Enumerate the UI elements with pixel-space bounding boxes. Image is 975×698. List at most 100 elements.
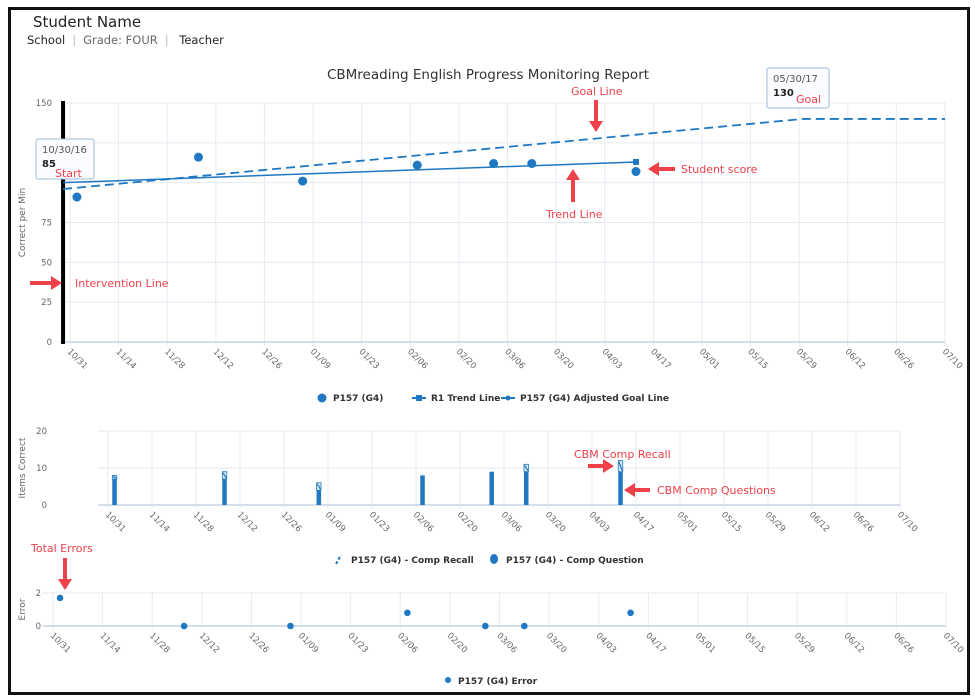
error-point [404, 609, 411, 617]
annotation-comp-questions: CBM Comp Questions [657, 484, 776, 497]
legend-recall-icon [335, 554, 342, 565]
x-tick-label: 01/09 [296, 631, 320, 655]
annotation-trend-line: Trend Line [545, 208, 603, 221]
x-tick-label: 02/20 [455, 510, 479, 534]
legend-score-icon [317, 393, 327, 403]
score-point [72, 192, 82, 202]
y-axis-label: Correct per Min [18, 188, 28, 258]
y-axis-label: Items Correct [18, 437, 28, 498]
x-tick-label: 03/06 [499, 510, 523, 534]
tooltip-box [766, 67, 830, 109]
arrow-head-icon [58, 579, 72, 590]
arrow-head-icon [589, 121, 603, 132]
arrow-head-icon [624, 483, 635, 497]
recall-hatch [618, 461, 623, 471]
x-tick-label: 05/15 [745, 347, 769, 371]
goal-line [62, 118, 945, 190]
x-tick-label: 11/28 [162, 347, 186, 371]
score-point [412, 160, 422, 170]
legend-goal: P157 (G4) Adjusted Goal Line [520, 394, 669, 404]
x-tick-label: 12/26 [279, 510, 303, 534]
report-frame [8, 7, 970, 695]
x-tick-label: 01/09 [323, 510, 347, 534]
chart-title: CBMreading English Progress Monitoring R… [327, 67, 649, 83]
y-axis-label: Error [18, 598, 28, 620]
trend-end-marker [632, 158, 639, 165]
recall-hatch [222, 472, 227, 479]
comp-question-bar [420, 475, 425, 505]
error-point [482, 622, 489, 630]
legend-trend-marker [416, 395, 422, 401]
x-tick-label: 07/10 [895, 510, 919, 534]
x-tick-label: 01/09 [308, 347, 332, 371]
legend-goal-marker [505, 395, 511, 401]
trend-line [63, 161, 636, 184]
legend-score: P157 (G4) [333, 394, 383, 404]
annotation-total-errors: Total Errors [30, 542, 93, 555]
error-point [56, 594, 64, 602]
x-tick-label: 06/26 [891, 631, 915, 655]
x-tick-label: 06/26 [891, 347, 915, 371]
y-tick-label: 0 [42, 501, 47, 511]
annotation-intervention-line: Intervention Line [75, 277, 169, 290]
x-tick-label: 12/26 [259, 347, 283, 371]
x-tick-label: 01/23 [357, 347, 381, 371]
x-tick-label: 06/12 [807, 510, 831, 534]
x-tick-label: 07/10 [941, 631, 965, 655]
annotation-comp-recall: CBM Comp Recall [574, 448, 671, 461]
x-tick-label: 11/14 [113, 347, 137, 371]
x-tick-label: 02/06 [405, 347, 429, 371]
tooltip-label: Start [55, 167, 83, 180]
y-tick-label: 75 [41, 219, 52, 229]
arrow-head-icon [648, 162, 659, 176]
divider: | [164, 33, 169, 47]
x-tick-label: 01/23 [367, 510, 391, 534]
x-tick-label: 04/03 [594, 631, 618, 655]
student-info: School | Grade: FOUR | Teacher [27, 33, 224, 47]
x-tick-label: 02/20 [445, 631, 469, 655]
score-point [298, 176, 308, 186]
x-tick-label: 06/26 [851, 510, 875, 534]
error-point [180, 622, 188, 630]
x-tick-label: 12/26 [246, 631, 270, 655]
arrow-head-icon [603, 459, 614, 473]
score-point [527, 159, 537, 169]
y-tick-label: 20 [36, 427, 47, 437]
x-tick-label: 03/20 [551, 347, 575, 371]
x-tick-label: 03/06 [494, 631, 518, 655]
x-tick-label: 03/20 [544, 631, 568, 655]
recall-hatch [112, 475, 117, 479]
x-tick-label: 04/17 [643, 631, 667, 655]
x-tick-label: 11/28 [191, 510, 215, 534]
x-tick-label: 05/29 [794, 347, 818, 371]
x-tick-label: 11/14 [147, 510, 171, 534]
score-point [631, 167, 641, 177]
school-label: School [27, 33, 66, 47]
x-tick-label: 12/12 [235, 510, 259, 534]
grade-label: Grade: FOUR [83, 33, 158, 47]
legend-recall: P157 (G4) - Comp Recall [351, 556, 474, 566]
x-tick-label: 10/31 [48, 631, 72, 655]
x-tick-label: 12/12 [211, 347, 235, 371]
arrow-head-icon [566, 169, 580, 180]
student-name: Student Name [33, 13, 142, 31]
teacher-label: Teacher [179, 33, 224, 47]
x-tick-label: 04/17 [648, 347, 672, 371]
legend-question-icon [490, 554, 498, 564]
x-tick-label: 05/01 [693, 631, 717, 655]
tooltip-box [35, 138, 95, 180]
comp-question-bar [112, 479, 117, 505]
tooltip-value: 130 [773, 88, 794, 99]
x-tick-label: 03/06 [502, 347, 526, 371]
tooltip-date: 10/30/16 [42, 145, 87, 156]
x-tick-label: 10/31 [65, 347, 89, 371]
y-tick-label: 0 [47, 338, 52, 348]
comp-question-bar [489, 471, 494, 505]
y-tick-label: 2 [36, 589, 41, 599]
x-tick-label: 02/06 [395, 631, 419, 655]
x-tick-label: 10/31 [103, 510, 127, 534]
x-tick-label: 11/14 [97, 631, 121, 655]
x-tick-label: 05/15 [742, 631, 766, 655]
